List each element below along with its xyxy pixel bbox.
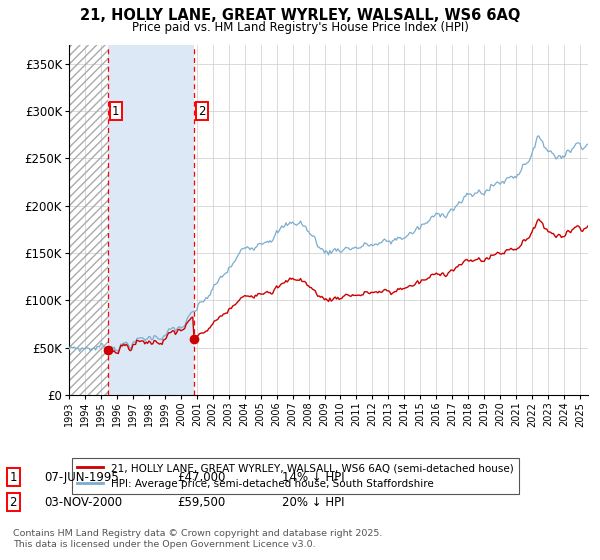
Text: 2: 2 [198,105,206,118]
Bar [69,45,108,395]
Text: Contains HM Land Registry data © Crown copyright and database right 2025.
This d: Contains HM Land Registry data © Crown c… [13,529,383,549]
Text: 07-JUN-1995: 07-JUN-1995 [44,470,119,484]
Text: 14% ↓ HPI: 14% ↓ HPI [282,470,344,484]
Text: £47,000: £47,000 [177,470,226,484]
Text: 2: 2 [10,496,17,509]
Text: 1: 1 [10,470,17,484]
Text: 20% ↓ HPI: 20% ↓ HPI [282,496,344,509]
Text: 03-NOV-2000: 03-NOV-2000 [44,496,122,509]
Text: 21, HOLLY LANE, GREAT WYRLEY, WALSALL, WS6 6AQ: 21, HOLLY LANE, GREAT WYRLEY, WALSALL, W… [80,8,520,24]
Bar [108,45,194,395]
Text: £59,500: £59,500 [177,496,225,509]
Legend: 21, HOLLY LANE, GREAT WYRLEY, WALSALL, WS6 6AQ (semi-detached house), HPI: Avera: 21, HOLLY LANE, GREAT WYRLEY, WALSALL, W… [71,458,519,494]
Text: 1: 1 [112,105,119,118]
Text: Price paid vs. HM Land Registry's House Price Index (HPI): Price paid vs. HM Land Registry's House … [131,21,469,34]
